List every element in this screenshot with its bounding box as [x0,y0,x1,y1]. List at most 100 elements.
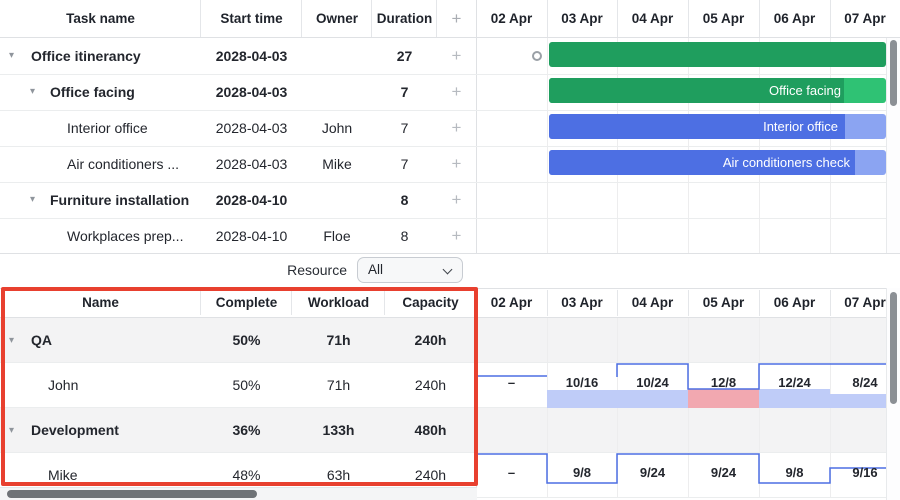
add-task-button[interactable]: + [451,82,462,101]
add-task-button[interactable]: + [451,154,462,173]
timescale-day: 06 Apr [773,11,816,26]
resource-complete: 50% [232,377,261,393]
histogram-cell: 9/24 [710,465,737,480]
column-header-task-name[interactable]: Task name [66,11,135,26]
grid-timeline-splitter[interactable] [476,0,477,253]
row-border [0,407,886,408]
task-row[interactable]: Air conditioners ... 2028-04-03 Mike 7 + [0,146,476,182]
divider [200,0,201,37]
resource-workload: 71h [326,332,351,348]
collapse-arrow-icon[interactable]: ▾ [30,194,36,205]
histogram-mike [476,453,886,484]
collapse-arrow-icon[interactable]: ▾ [9,50,15,61]
histogram-cell: 10/16 [565,375,599,390]
resource-workload: 63h [326,467,351,483]
histogram-cell: 12/24 [778,375,811,390]
resource-row[interactable]: ▾ Development 36% 133h 480h [0,408,476,453]
task-bar-office-itinerancy[interactable] [549,42,886,67]
add-column-button[interactable]: + [451,9,462,28]
gridline [759,38,760,253]
task-start: 2028-04-03 [215,120,288,136]
collapse-arrow-icon[interactable]: ▾ [30,86,36,97]
resource-row[interactable]: ▾ QA 50% 71h 240h [0,318,476,363]
column-header-duration[interactable]: Duration [376,11,433,26]
add-task-button[interactable]: + [451,118,462,137]
divider [830,0,831,37]
task-bar-progress [549,114,845,139]
task-bar-interior-office[interactable]: Interior office [549,114,886,139]
row-border [0,218,886,219]
task-duration: 7 [400,84,409,100]
vertical-scrollbar-thumb[interactable] [890,40,897,106]
task-name: Air conditioners ... [67,156,180,172]
resource-workload: 133h [322,422,355,438]
column-header-start-time[interactable]: Start time [220,11,283,26]
task-bar-label: Air conditioners check [722,155,850,170]
divider [547,0,548,37]
histogram-cell: 9/8 [572,465,592,480]
task-bar-label: Interior office [763,119,838,134]
divider [371,0,372,37]
resource-select[interactable]: All [357,257,463,283]
task-bar-progress [549,150,855,175]
column-header-capacity[interactable]: Capacity [402,295,459,310]
task-bar-office-facing[interactable]: Office facing [549,78,886,103]
progress-marker-icon[interactable] [532,51,542,61]
task-duration: 8 [400,192,409,208]
task-row[interactable]: ▾ Furniture installation 2028-04-10 8 + [0,182,476,218]
resource-row[interactable]: Mike 48% 63h 240h [0,453,476,498]
task-start: 2028-04-03 [215,48,288,64]
add-task-button[interactable]: + [451,226,462,245]
resource-filter-label: Resource [287,262,347,278]
chevron-down-icon [442,264,453,275]
resource-select-value: All [368,262,384,277]
divider [200,290,201,315]
task-start: 2028-04-10 [215,192,288,208]
task-row[interactable]: Workplaces prep... 2028-04-10 Floe 8 + [0,218,476,254]
timescale-day: 02 Apr [490,295,533,310]
histogram-cell: 9/8 [785,465,804,480]
column-header-workload[interactable]: Workload [307,295,370,310]
histogram-cell: 9/24 [639,465,666,480]
add-task-button[interactable]: + [451,46,462,65]
resource-capacity: 240h [414,467,447,483]
collapse-arrow-icon[interactable]: ▾ [9,425,15,436]
timescale-day: 03 Apr [561,11,603,26]
column-header-name[interactable]: Name [82,295,119,310]
task-duration: 8 [400,228,409,244]
divider [759,290,760,316]
divider [617,0,618,37]
task-start: 2028-04-03 [215,84,288,100]
resource-name: John [48,377,79,393]
divider [759,0,760,37]
task-name: Furniture installation [50,192,190,208]
task-bar-progress [549,78,844,103]
resource-complete: 48% [232,467,261,483]
task-start: 2028-04-10 [215,228,288,244]
vertical-scrollbar-thumb[interactable] [890,292,897,404]
add-task-button[interactable]: + [451,190,462,209]
task-bar-label: Office facing [768,83,841,98]
collapse-arrow-icon[interactable]: ▾ [9,335,15,346]
gridline [688,38,689,253]
task-bar-air-conditioners-check[interactable]: Air conditioners check [549,150,886,175]
column-header-owner[interactable]: Owner [315,11,358,26]
histogram-cell: 9/16 [852,465,878,480]
resource-row[interactable]: John 50% 71h 240h [0,363,476,408]
histogram-cell: – [507,375,516,390]
divider [436,0,437,37]
histogram-cell: – [507,465,516,480]
gridline [830,38,831,253]
timescale-day: 07 Apr [844,11,886,26]
task-row[interactable]: Interior office 2028-04-03 John 7 + [0,110,476,146]
column-header-complete[interactable]: Complete [215,295,278,310]
header-border [0,317,900,318]
task-row[interactable]: ▾ Office facing 2028-04-03 7 + [0,74,476,110]
row-border [0,452,886,453]
task-row[interactable]: ▾ Office itinerancy 2028-04-03 27 + [0,38,476,74]
divider [688,0,689,37]
horizontal-scrollbar-thumb[interactable] [7,490,257,498]
resource-capacity: 240h [414,377,447,393]
task-start: 2028-04-03 [215,156,288,172]
resource-name: Mike [48,467,78,483]
